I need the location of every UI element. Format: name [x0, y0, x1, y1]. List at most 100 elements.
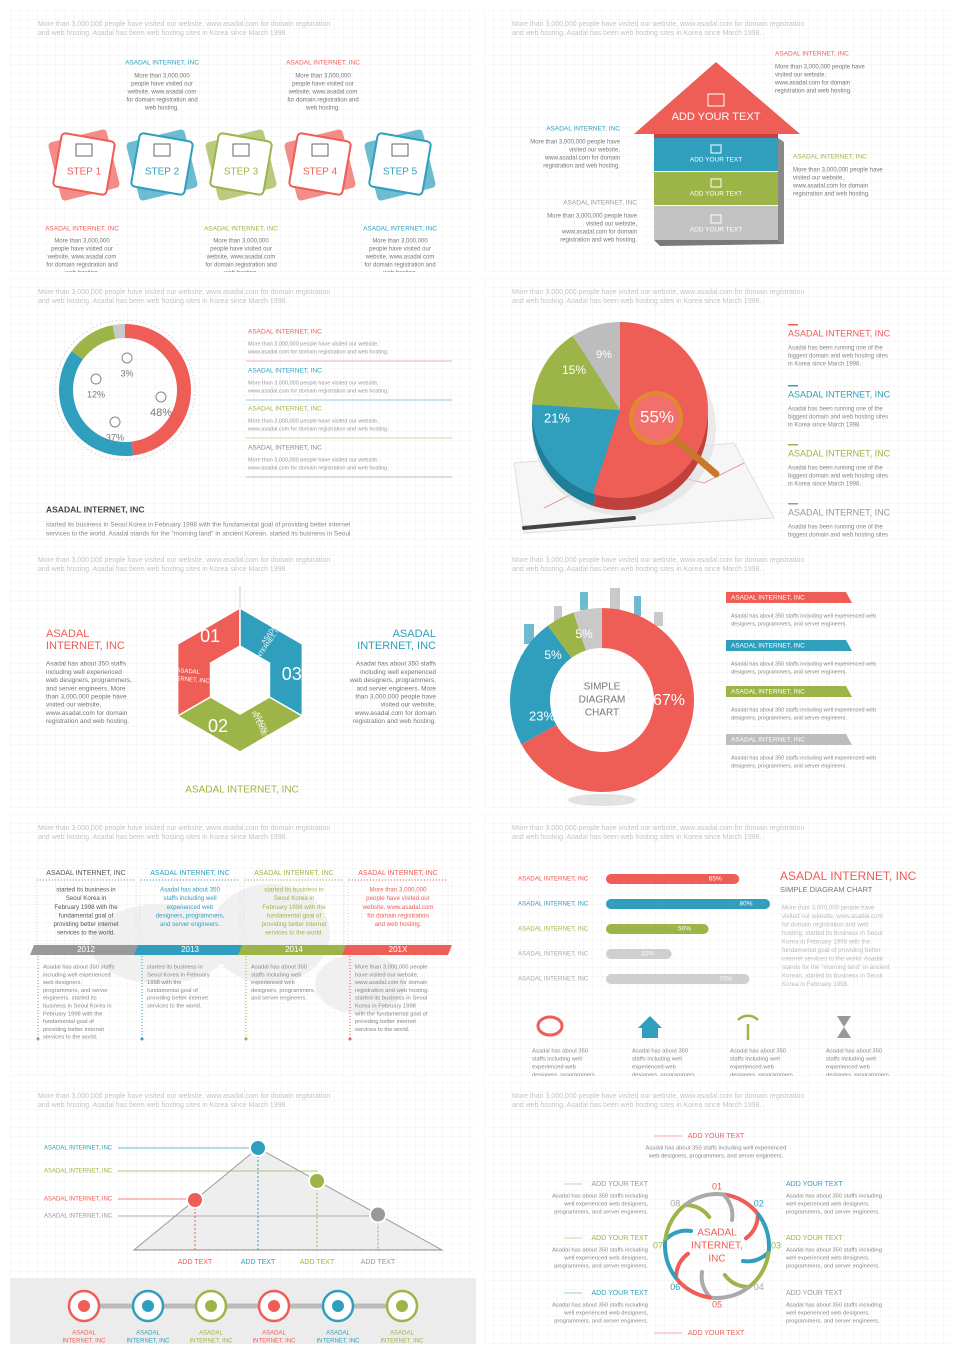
item-title: ASADAL INTERNET, INC: [248, 445, 322, 452]
label: February 1998 with the: [43, 1011, 102, 1017]
label: well experienced web designers,: [785, 1256, 870, 1262]
slide: More than 3,000,000 people have visited …: [10, 10, 476, 277]
bar-category: ASADAL INTERNET, INC: [518, 926, 589, 933]
bar: [606, 874, 740, 884]
building: [554, 606, 562, 628]
label: web hosting.: [223, 271, 258, 277]
label: staffs including well: [532, 1057, 582, 1063]
bar-category: ASADAL INTERNET, INC: [518, 901, 589, 908]
label: web designers,: [42, 980, 82, 986]
label: and server engineers.: [251, 996, 307, 1002]
label: hosting. started its business in Seoul: [782, 930, 882, 937]
item-title: ASADAL INTERNET, INC: [248, 406, 322, 413]
label: programmers, and server engineers.: [554, 1210, 648, 1216]
label: biggest domain and web hosting sites: [788, 533, 888, 539]
item-bar: [726, 686, 852, 697]
item-bar: [726, 640, 852, 651]
heading: ADD YOUR TEXT: [688, 1133, 745, 1140]
label: people have visited our: [292, 82, 354, 88]
slide-bg: [484, 1082, 950, 1344]
item-bar: [726, 734, 852, 745]
label: www.asadal.com for domain: [544, 156, 620, 162]
bar-label: 80%: [739, 901, 752, 908]
label: www.asadal.com for domain registration a…: [247, 426, 389, 432]
slide-header: More than 3,000,000 people have visited …: [38, 1093, 330, 1100]
label: experienced web: [730, 1065, 774, 1071]
bar: [606, 974, 750, 984]
donut-label: 67%: [653, 692, 685, 709]
side-heading: ADD YOUR TEXT: [591, 1235, 648, 1242]
label: ASADAL: [697, 1228, 737, 1239]
node-icon: [268, 1300, 280, 1312]
point: [249, 1139, 267, 1157]
column-title: ASADAL INTERNET, INC: [254, 870, 333, 877]
label: staffs including well: [730, 1057, 780, 1063]
label: registration and web hosting.: [543, 164, 620, 170]
side-heading: ADD YOUR TEXT: [591, 1181, 648, 1188]
label: registration and web hosting.: [560, 238, 637, 244]
column-title: ASADAL INTERNET, INC: [46, 870, 125, 877]
label: INTERNET, INC: [380, 1339, 424, 1345]
label: visited our website,: [586, 222, 637, 228]
label: with the fundamental goal of: [354, 1011, 428, 1017]
side-heading: ADD YOUR TEXT: [786, 1235, 843, 1242]
slide-header: More than 3,000,000 people have visited …: [38, 825, 330, 832]
label: INC: [708, 1254, 725, 1265]
label: Asadal has about 350 staffs including: [786, 1248, 882, 1254]
label: February 1998 with the: [262, 904, 326, 911]
slide-header: and web hosting. Asadal has been web hos…: [38, 298, 287, 305]
label: Korea in February 1998 with the: [782, 939, 871, 946]
label: February 1998 with the: [54, 904, 118, 911]
label: INTERNET, INC: [46, 640, 125, 652]
label: including well experienced: [360, 669, 436, 676]
label: Asadal has about 350 staffs including we…: [731, 613, 876, 619]
slide-header: and web hosting. Asadal has been web hos…: [38, 1102, 287, 1109]
label: Seoul Korea in: [66, 895, 107, 902]
label: SIMPLE: [584, 682, 621, 693]
item-title: ASADAL INTERNET, INC: [248, 329, 322, 336]
label: well experienced web designers,: [563, 1256, 648, 1262]
add-text: ADD TEXT: [361, 1259, 396, 1266]
label: Asadal has been running one of the: [788, 466, 883, 472]
building: [654, 612, 663, 626]
step-label: STEP 4: [303, 167, 338, 178]
icon: [710, 144, 722, 154]
label: web hosting.: [305, 106, 340, 112]
label: staffs including well: [163, 895, 216, 902]
band-label: ADD YOUR TEXT: [690, 157, 743, 164]
label: Asadal has about 350 staffs including we…: [731, 661, 876, 667]
item-bar: [726, 592, 852, 603]
label: designers, programmers,: [251, 988, 316, 994]
label: programmers, and server: [43, 988, 108, 994]
hex-number: 02: [208, 716, 228, 736]
year-ribbon: [342, 945, 452, 955]
label: visited our website,: [46, 702, 101, 709]
label: including well experienced: [46, 669, 122, 676]
point-label: ASADAL INTERNET, INC: [44, 1169, 113, 1175]
label: INTERNET, INC: [316, 1339, 360, 1345]
block-title: ASADAL INTERNET, INC: [45, 226, 119, 233]
label: services to the world.: [57, 930, 115, 937]
map-shape: [315, 954, 405, 1014]
item-title: ASADAL INTERNET, INC: [248, 368, 322, 375]
section-title: ASADAL INTERNET, INC: [780, 869, 917, 883]
label: providing better internet: [147, 996, 208, 1002]
label: www.asadal.com for domain: [561, 230, 637, 236]
label: biggest domain and web hosting sites: [788, 354, 888, 360]
label: and server engineers.: [160, 921, 220, 928]
bar-label: 50%: [678, 926, 691, 933]
add-text: ADD TEXT: [241, 1259, 276, 1266]
label: in Korea since March 1998.: [788, 362, 861, 368]
label: fundamental goal of providing better: [782, 947, 881, 954]
step-label: STEP 1: [67, 167, 102, 178]
label: Asadal has about 350 staffs including we…: [731, 755, 876, 761]
cycle-number: 07: [653, 1240, 663, 1250]
column-title: ASADAL INTERNET, INC: [358, 870, 437, 877]
label: for domain registration and: [46, 263, 117, 269]
item-mark: [788, 503, 798, 505]
slide-header: More than 3,000,000 people have visited …: [38, 289, 330, 296]
label: experienced web: [826, 1065, 870, 1071]
bar-label: 32%: [641, 951, 654, 958]
donut-segment: [510, 625, 572, 745]
label: website, www.asadal.com: [365, 255, 435, 261]
